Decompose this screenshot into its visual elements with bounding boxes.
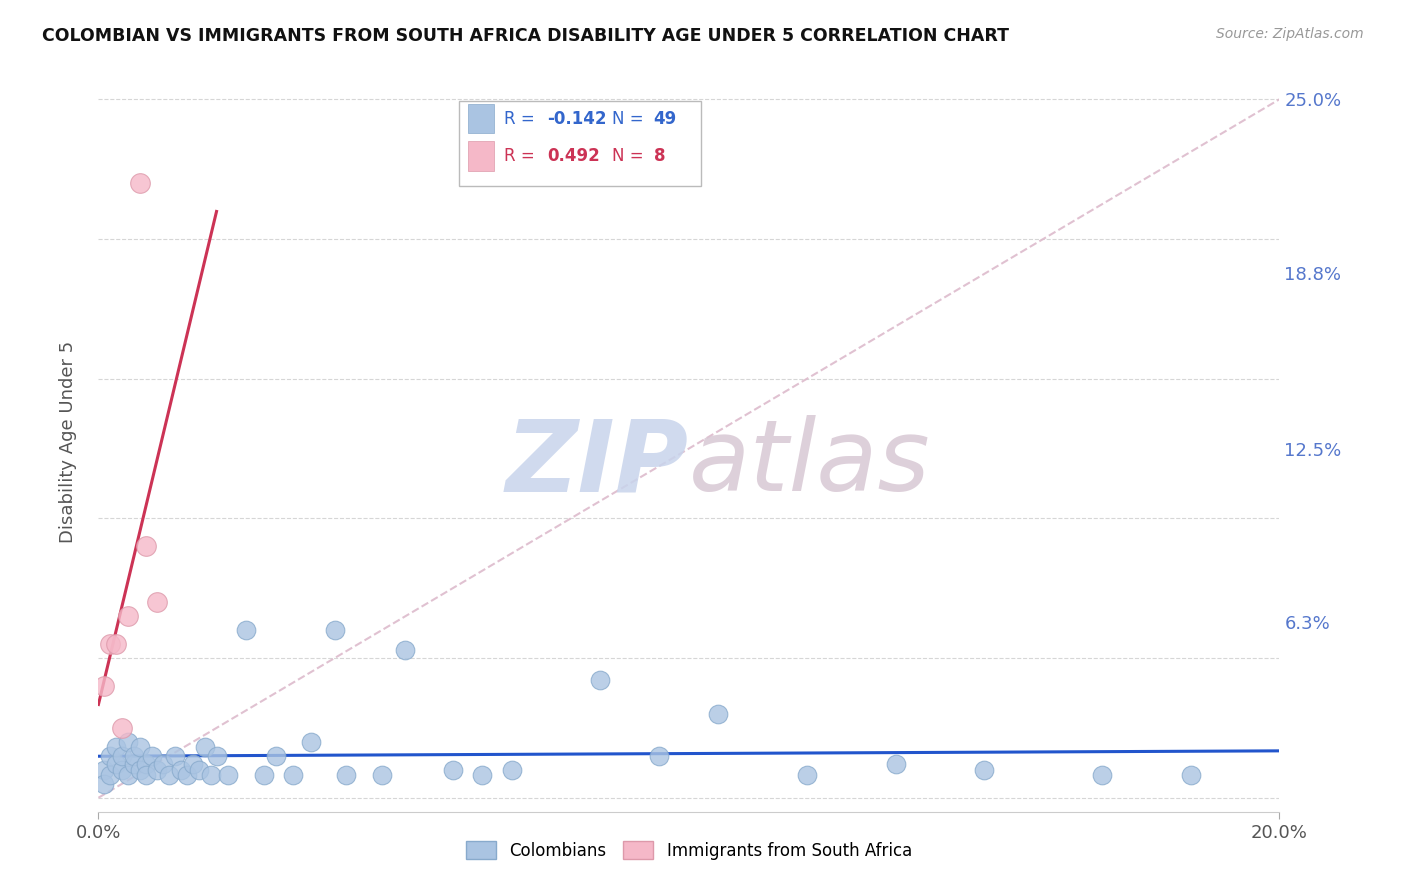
FancyBboxPatch shape <box>468 141 494 170</box>
Point <box>146 595 169 609</box>
Legend: Colombians, Immigrants from South Africa: Colombians, Immigrants from South Africa <box>460 835 918 866</box>
Point <box>1180 768 1202 782</box>
Text: N =: N = <box>612 110 650 128</box>
Text: atlas: atlas <box>689 416 931 512</box>
Point <box>187 763 209 777</box>
Point <box>111 721 134 735</box>
Point <box>323 623 346 637</box>
FancyBboxPatch shape <box>458 101 700 186</box>
Text: Source: ZipAtlas.com: Source: ZipAtlas.com <box>1216 27 1364 41</box>
Point <box>335 768 357 782</box>
Text: R =: R = <box>503 147 540 165</box>
Text: COLOMBIAN VS IMMIGRANTS FROM SOUTH AFRICA DISABILITY AGE UNDER 5 CORRELATION CHA: COLOMBIAN VS IMMIGRANTS FROM SOUTH AFRIC… <box>42 27 1010 45</box>
Point <box>217 768 239 782</box>
Text: ZIP: ZIP <box>506 416 689 512</box>
Point <box>98 748 121 763</box>
Text: N =: N = <box>612 147 650 165</box>
Text: -0.142: -0.142 <box>547 110 607 128</box>
Point <box>170 763 193 777</box>
Point <box>253 768 276 782</box>
Text: 8: 8 <box>654 147 665 165</box>
Point <box>884 757 907 772</box>
Point <box>117 609 139 624</box>
Point <box>111 763 134 777</box>
Point <box>441 763 464 777</box>
Point <box>93 679 115 693</box>
Point <box>176 768 198 782</box>
Point <box>299 735 322 749</box>
FancyBboxPatch shape <box>468 103 494 133</box>
Point <box>128 176 150 190</box>
Point <box>117 768 139 782</box>
Point <box>98 637 121 651</box>
Point <box>122 748 145 763</box>
Y-axis label: Disability Age Under 5: Disability Age Under 5 <box>59 341 77 542</box>
Point <box>471 768 494 782</box>
Point <box>648 748 671 763</box>
Point <box>122 757 145 772</box>
Point <box>200 768 222 782</box>
Point <box>105 637 128 651</box>
Point <box>135 539 157 553</box>
Point <box>1091 768 1114 782</box>
Point <box>371 768 394 782</box>
Point <box>128 763 150 777</box>
Point <box>105 740 128 755</box>
Point <box>111 748 134 763</box>
Point <box>973 763 995 777</box>
Point <box>93 777 115 791</box>
Text: 49: 49 <box>654 110 676 128</box>
Point <box>141 748 163 763</box>
Point <box>264 748 287 763</box>
Point <box>205 748 228 763</box>
Point <box>93 763 115 777</box>
Point <box>98 768 121 782</box>
Point <box>194 740 217 755</box>
Point <box>165 748 187 763</box>
Point <box>181 757 204 772</box>
Point <box>146 763 169 777</box>
Point <box>157 768 180 782</box>
Point <box>152 757 174 772</box>
Point <box>283 768 305 782</box>
Point <box>235 623 257 637</box>
Point <box>135 768 157 782</box>
Point <box>117 735 139 749</box>
Point <box>501 763 523 777</box>
Text: 0.492: 0.492 <box>547 147 600 165</box>
Point <box>105 757 128 772</box>
Point <box>128 740 150 755</box>
Point <box>394 642 416 657</box>
Text: R =: R = <box>503 110 540 128</box>
Point <box>135 757 157 772</box>
Point <box>589 673 612 688</box>
Point <box>707 706 730 721</box>
Point <box>796 768 818 782</box>
